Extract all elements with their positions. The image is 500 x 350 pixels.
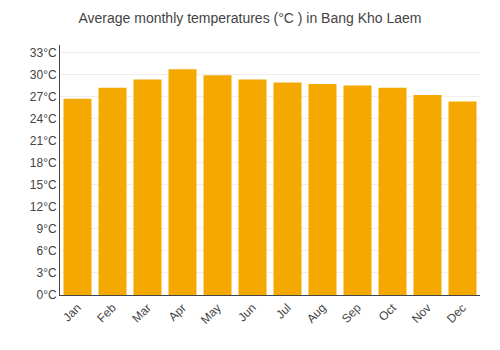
svg-text:33°C: 33°C xyxy=(30,46,57,60)
svg-text:18°C: 18°C xyxy=(30,156,57,170)
svg-text:Jan: Jan xyxy=(60,301,84,325)
svg-text:Dec: Dec xyxy=(444,301,469,326)
svg-text:9°C: 9°C xyxy=(36,222,56,236)
svg-text:30°C: 30°C xyxy=(30,68,57,82)
svg-text:Mar: Mar xyxy=(129,301,154,326)
svg-text:Nov: Nov xyxy=(409,301,434,326)
svg-text:May: May xyxy=(198,301,224,327)
svg-text:Oct: Oct xyxy=(376,300,400,324)
svg-text:24°C: 24°C xyxy=(30,112,57,126)
svg-text:15°C: 15°C xyxy=(30,178,57,192)
svg-text:12°C: 12°C xyxy=(30,200,57,214)
svg-text:27°C: 27°C xyxy=(30,90,57,104)
svg-text:Apr: Apr xyxy=(166,301,189,324)
svg-text:Feb: Feb xyxy=(94,301,119,326)
svg-text:21°C: 21°C xyxy=(30,134,57,148)
svg-text:6°C: 6°C xyxy=(36,244,56,258)
svg-text:0°C: 0°C xyxy=(36,288,56,302)
svg-text:Aug: Aug xyxy=(304,301,329,326)
svg-text:3°C: 3°C xyxy=(36,266,56,280)
svg-text:Jun: Jun xyxy=(235,301,259,325)
svg-text:Average monthly temperatures (: Average monthly temperatures (°C ) in Ba… xyxy=(78,10,421,26)
svg-text:Jul: Jul xyxy=(273,301,294,322)
svg-text:Sep: Sep xyxy=(339,301,364,326)
